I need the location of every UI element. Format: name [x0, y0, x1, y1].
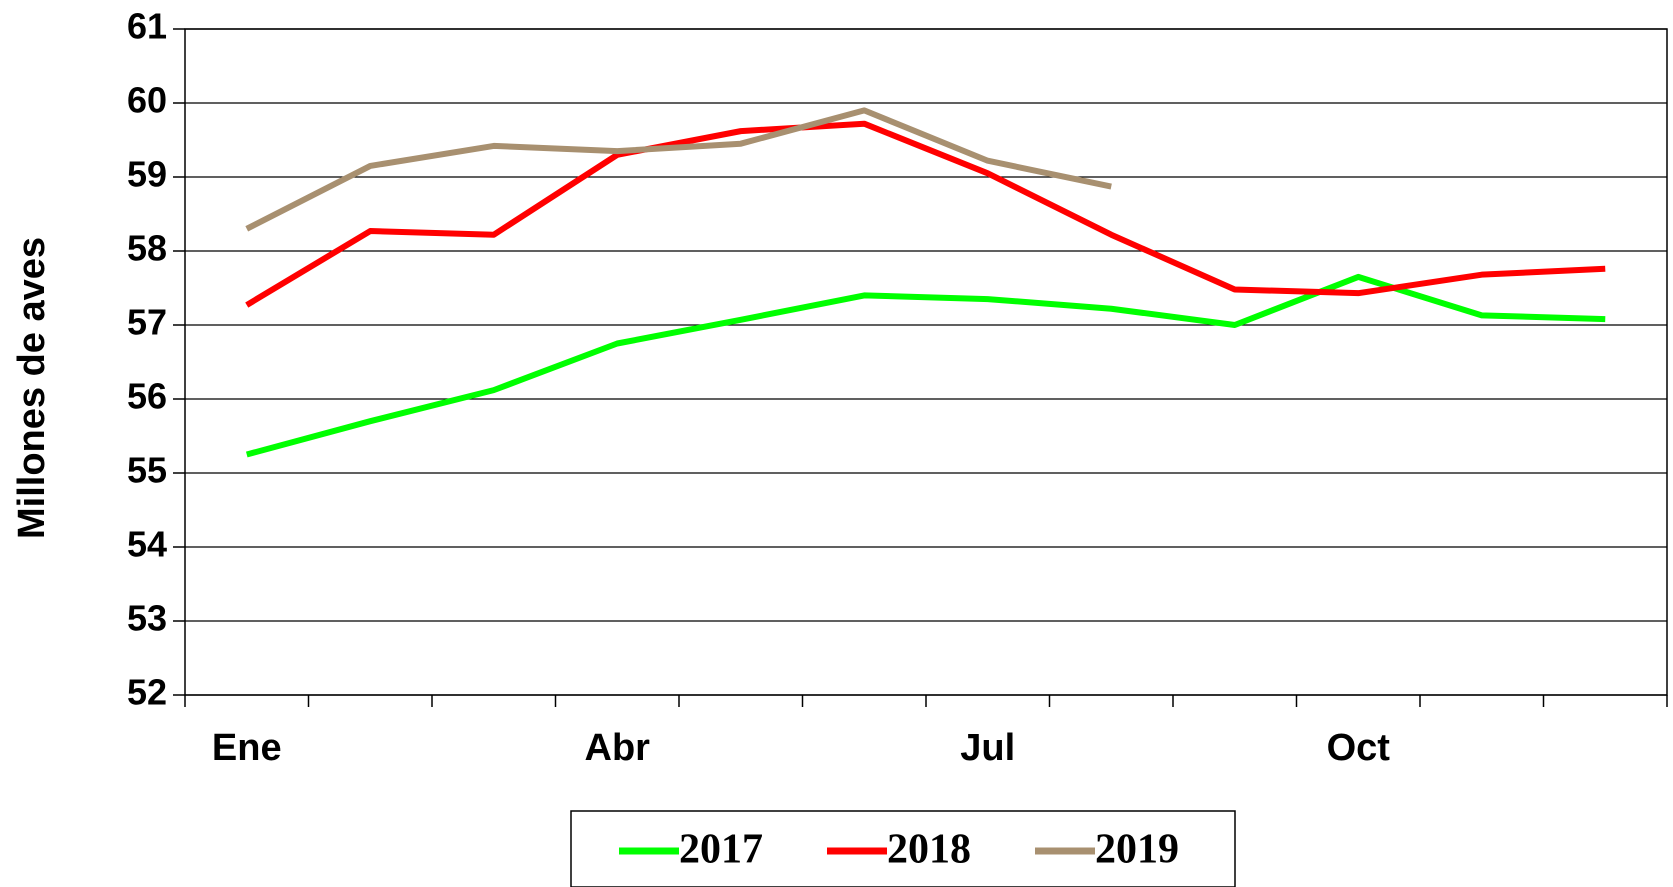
- y-tick-label: 56: [127, 376, 167, 417]
- y-tick-label: 61: [127, 6, 167, 47]
- x-tick-label: Ene: [212, 727, 282, 769]
- series-line: [245, 107, 1112, 232]
- y-tick-label: 58: [127, 228, 167, 269]
- x-tick-label: Jul: [960, 727, 1015, 769]
- legend-label: 2018: [887, 827, 971, 873]
- y-tick-label: 59: [127, 154, 167, 195]
- y-tick-label: 54: [127, 524, 167, 565]
- y-axis-title: Millones de aves: [11, 237, 53, 539]
- series-line: [245, 120, 1606, 308]
- y-tick-label: 53: [127, 598, 167, 639]
- legend-label: 2017: [679, 827, 763, 873]
- plot-border: [184, 28, 1668, 696]
- legend-label: 2019: [1095, 827, 1179, 873]
- y-tick-label: 60: [127, 80, 167, 121]
- y-tick-label: 52: [127, 672, 167, 713]
- series-line: [245, 273, 1606, 458]
- y-tick-label: 55: [127, 450, 167, 491]
- x-tick-label: Abr: [585, 727, 651, 769]
- y-tick-label: 57: [127, 302, 167, 343]
- legend-box: [570, 810, 1236, 887]
- x-tick-label: Oct: [1327, 727, 1391, 769]
